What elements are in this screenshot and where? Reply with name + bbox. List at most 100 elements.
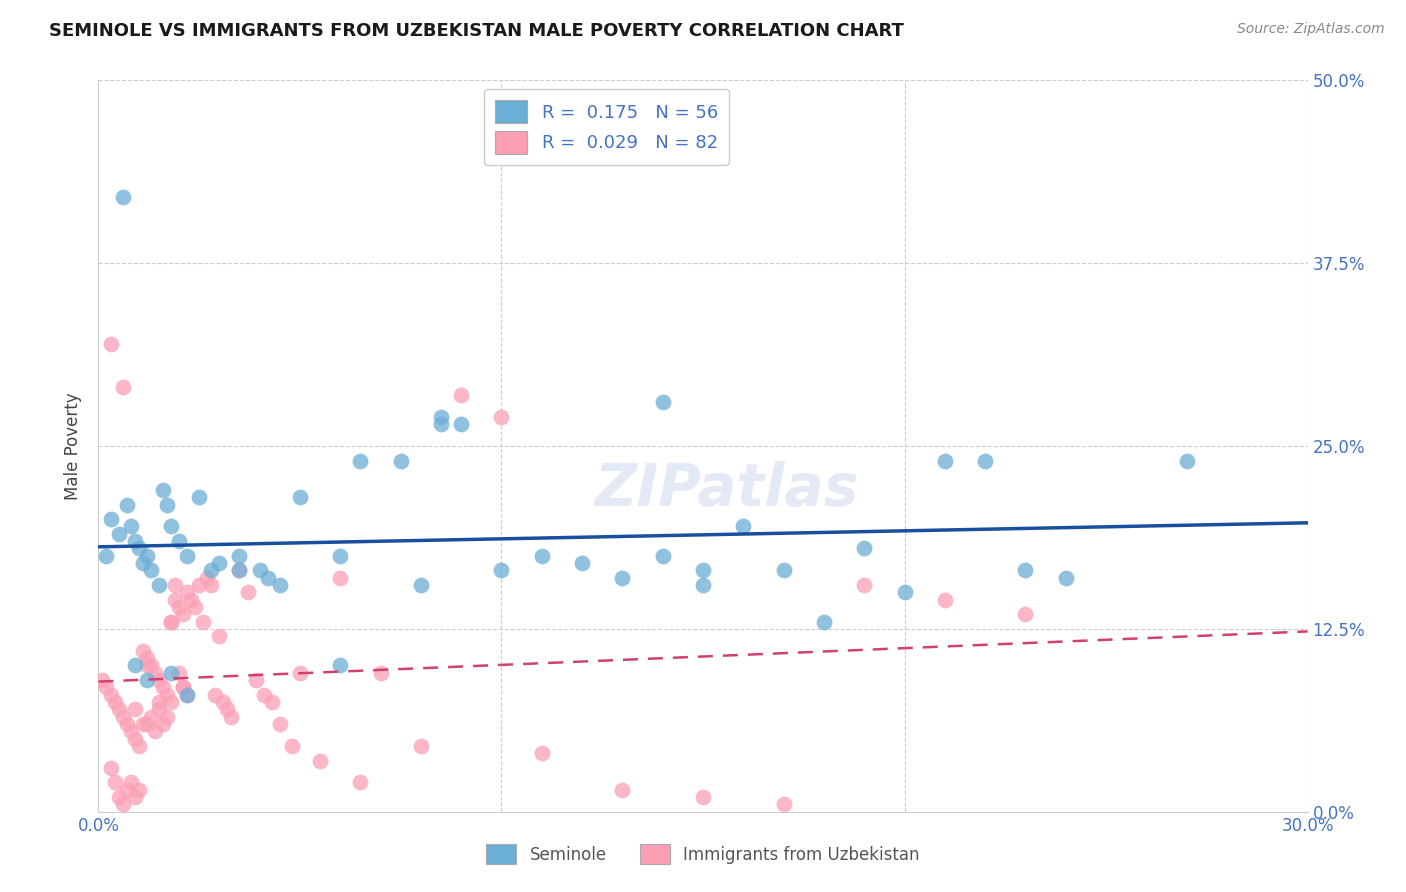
Point [139,563,162,577]
Point [530,746,553,760]
Point [107,702,129,716]
Point [132,717,155,731]
Point [212,695,235,709]
Point [256,571,278,585]
Point [107,790,129,805]
Point [120,775,142,789]
Point [491,409,513,424]
Point [612,782,634,797]
Point [156,709,179,723]
Point [160,695,183,709]
Point [111,380,134,394]
Point [1175,453,1198,467]
Point [135,658,157,673]
Text: SEMINOLE VS IMMIGRANTS FROM UZBEKISTAN MALE POVERTY CORRELATION CHART: SEMINOLE VS IMMIGRANTS FROM UZBEKISTAN M… [49,22,904,40]
Point [163,592,186,607]
Point [217,702,239,716]
Point [389,453,412,467]
Point [152,717,174,731]
Point [288,490,311,504]
Point [163,578,186,592]
Point [430,409,453,424]
Point [132,644,155,658]
Point [329,658,352,673]
Point [329,571,352,585]
Point [228,549,250,563]
Point [124,658,146,673]
Point [309,754,332,768]
Text: Source: ZipAtlas.com: Source: ZipAtlas.com [1237,22,1385,37]
Point [115,498,138,512]
Point [115,782,138,797]
Point [349,453,371,467]
Point [269,578,291,592]
Point [692,790,714,805]
Point [974,453,997,467]
Point [409,739,432,753]
Point [491,563,513,577]
Point [692,578,714,592]
Point [893,585,915,599]
Point [148,695,170,709]
Point [772,797,794,812]
Point [208,556,231,570]
Point [853,578,876,592]
Point [200,578,222,592]
Point [934,592,956,607]
Point [172,681,194,695]
Point [184,599,207,614]
Point [103,695,125,709]
Point [253,688,276,702]
Point [111,797,134,812]
Point [176,549,198,563]
Point [200,563,222,577]
Point [128,541,150,556]
Point [167,665,190,680]
Point [156,498,179,512]
Point [111,190,134,204]
Point [176,585,198,599]
Y-axis label: Male Poverty: Male Poverty [65,392,83,500]
Point [430,417,453,431]
Point [148,702,170,716]
Point [228,563,250,577]
Point [269,717,291,731]
Point [530,549,553,563]
Point [156,688,179,702]
Point [651,549,673,563]
Point [143,724,166,739]
Point [152,483,174,497]
Point [100,336,122,351]
Point [160,615,183,629]
Point [100,761,122,775]
Point [188,490,211,504]
Point [651,395,673,409]
Point [195,571,218,585]
Point [813,615,835,629]
Point [128,782,150,797]
Point [733,519,755,533]
Point [249,563,271,577]
Point [160,665,183,680]
Point [135,549,157,563]
Point [124,702,146,716]
Point [409,578,432,592]
Point [152,681,174,695]
Point [167,534,190,549]
Point [167,599,190,614]
Text: ZIPatlas: ZIPatlas [595,461,859,518]
Legend: Seminole, Immigrants from Uzbekistan: Seminole, Immigrants from Uzbekistan [479,838,927,871]
Point [139,658,162,673]
Legend: R =  0.175   N = 56, R =  0.029   N = 82: R = 0.175 N = 56, R = 0.029 N = 82 [484,89,728,165]
Point [103,775,125,789]
Point [228,563,250,577]
Point [124,534,146,549]
Point [772,563,794,577]
Point [1054,571,1077,585]
Point [135,651,157,665]
Point [143,665,166,680]
Point [204,688,226,702]
Point [120,519,142,533]
Point [172,607,194,622]
Point [236,585,259,599]
